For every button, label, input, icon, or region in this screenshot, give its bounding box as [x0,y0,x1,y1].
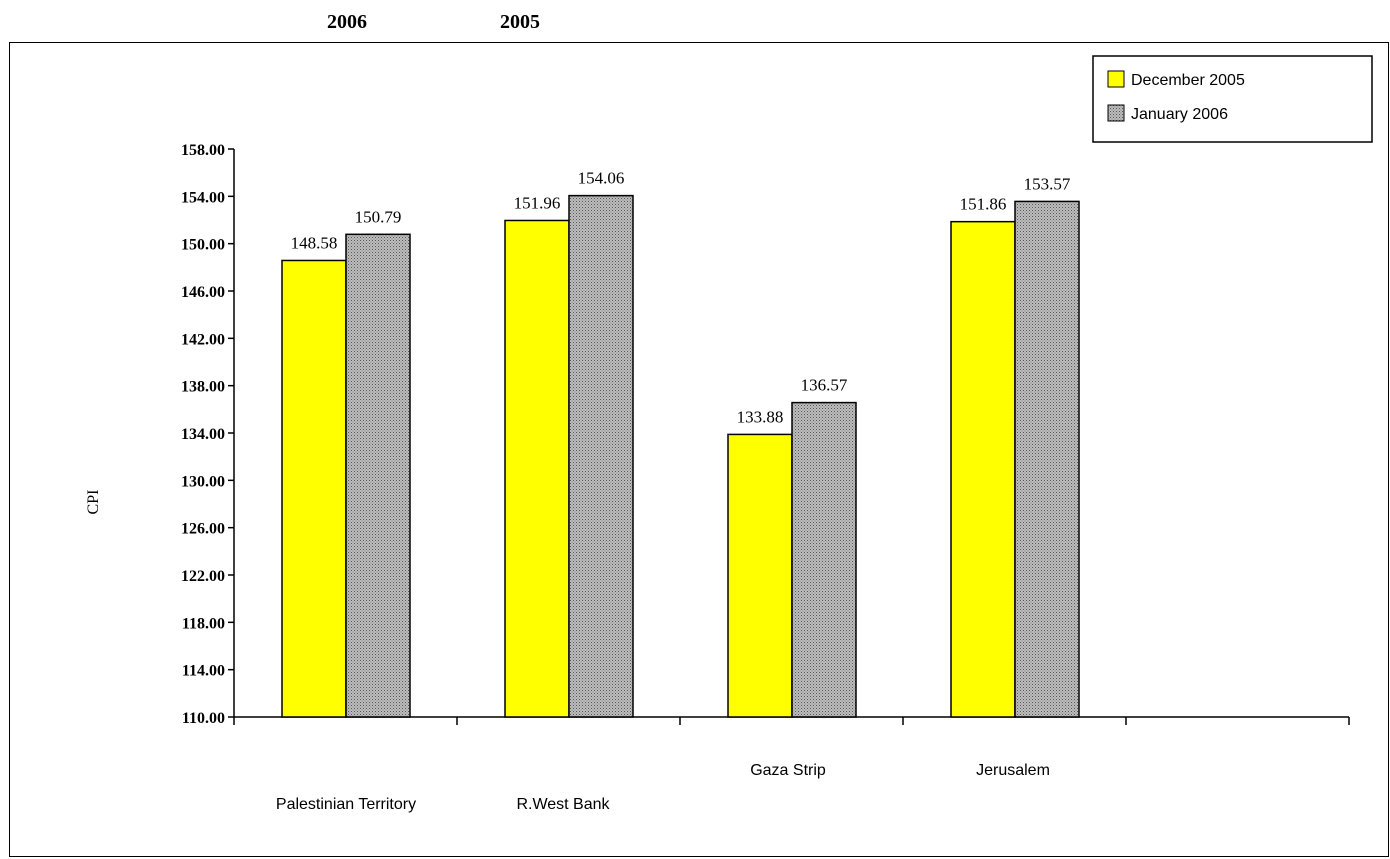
header-year-2005: 2005 [500,11,540,33]
legend-swatch-january-2006 [1107,104,1125,122]
chart-frame [9,42,1389,857]
x-category-label: Jerusalem [976,762,1050,779]
header-year-2006: 2006 [327,11,367,33]
data-label: 150.79 [355,207,402,226]
y-tick-label: 118.00 [182,615,225,632]
y-tick-label: 114.00 [182,663,225,680]
bar-december-2005 [281,259,347,718]
bar-january-2006 [345,233,411,718]
data-label: 133.88 [737,407,784,426]
y-tick-label: 126.00 [181,521,225,538]
legend-swatch-december-2005 [1107,70,1125,88]
y-tick-label: 158.00 [181,142,225,159]
y-tick-label: 110.00 [182,710,225,727]
bar-december-2005 [504,219,570,718]
y-axis-title: CPI [85,490,102,515]
x-category-label: Gaza Strip [750,762,826,779]
data-label: 151.96 [514,193,561,212]
x-category-label: Palestinian Territory [276,796,416,813]
y-tick-label: 142.00 [181,331,225,348]
legend: December 2005 January 2006 [1092,55,1373,143]
bar-december-2005 [727,433,793,718]
bar-january-2006 [1014,200,1080,718]
y-tick-label: 122.00 [181,568,225,585]
data-label: 153.57 [1024,174,1071,193]
x-category-label: R.West Bank [516,796,610,813]
y-tick-label: 134.00 [181,426,225,443]
axis-layer: 110.00 114.00 118.00 122.00 126.00 130.00 134.… [181,142,1350,727]
bar-january-2006 [791,401,857,718]
bar-december-2005 [950,220,1016,718]
y-tick-label: 146.00 [181,284,225,301]
data-label: 154.06 [578,169,625,188]
bar-layer [281,194,1080,718]
legend-label-december-2005: December 2005 [1131,72,1245,89]
y-tick-label: 138.00 [181,379,225,396]
y-tick-label: 154.00 [181,189,225,206]
bar-january-2006 [568,194,634,718]
data-label: 136.57 [801,376,848,395]
data-label: 148.58 [291,233,338,252]
y-tick-label: 130.00 [181,473,225,490]
legend-box [1092,55,1373,143]
y-tick-label: 150.00 [181,237,225,254]
label-layer: Palestinian Territory R.West Bank Gaza Str… [276,169,1071,813]
data-label: 151.86 [960,195,1007,214]
legend-label-january-2006: January 2006 [1131,106,1228,123]
